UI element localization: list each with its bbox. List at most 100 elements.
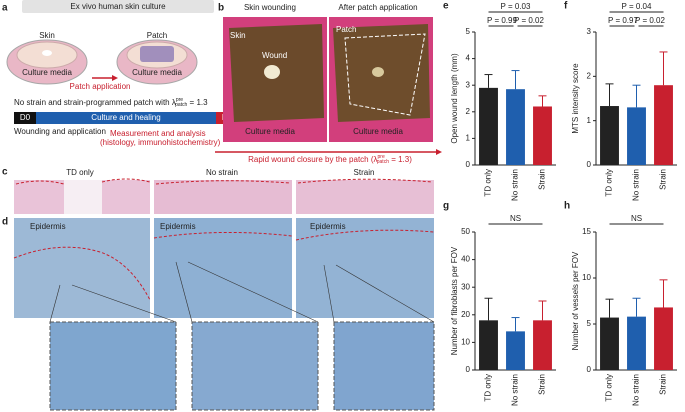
y-tick-label: 50: [461, 227, 470, 236]
y-tick-label: 40: [461, 255, 470, 264]
bar: [506, 89, 525, 165]
y-axis-title: MTS intensity score: [571, 63, 580, 134]
label: Culture media: [353, 127, 403, 136]
label: Epidermis: [310, 222, 346, 231]
y-tick-label: 1: [587, 116, 592, 125]
panel-a: a Ex vivo human skin culture Skin Cultur…: [2, 0, 246, 147]
y-axis-title: Number of vessels per FOV: [571, 251, 580, 350]
bar: [627, 316, 646, 370]
note: (histology, immunohistochemistry): [100, 138, 221, 147]
phase-label: Culture and healing: [91, 113, 160, 122]
wound: [372, 67, 384, 77]
x-tick-label: TD only: [605, 169, 614, 197]
wound-gap: [64, 180, 102, 214]
y-tick-label: 1: [466, 134, 471, 143]
stain-image: [154, 218, 292, 318]
x-tick-label: TD only: [605, 374, 614, 402]
panel-label: h: [564, 201, 570, 212]
zoom-lines: [49, 261, 435, 323]
step-label: Patch application: [70, 82, 131, 91]
bar: [654, 307, 673, 370]
phase-bar: [36, 112, 216, 124]
panel-label: b: [218, 3, 224, 14]
note: Measurement and analysis: [110, 129, 206, 138]
note: Wounding and application: [14, 127, 106, 136]
x-tick-label: Strain: [659, 374, 668, 395]
panel-label: a: [2, 3, 8, 14]
patch: [140, 46, 174, 62]
annotation: P = 0.03: [501, 2, 531, 11]
x-tick-label: No strain: [511, 169, 520, 201]
y-tick-label: 2: [587, 71, 592, 80]
label: Culture media: [22, 68, 72, 77]
image-title: Skin wounding: [244, 3, 296, 12]
annotation: NS: [631, 214, 642, 223]
bar: [533, 320, 552, 370]
image-title: Strain: [354, 168, 375, 177]
panel-title: Ex vivo human skin culture: [70, 2, 166, 11]
y-tick-label: 30: [461, 282, 470, 291]
y-axis-title: Number of fibroblasts per FOV: [450, 246, 459, 355]
y-tick-label: 2: [466, 107, 471, 116]
panel-label: e: [443, 1, 449, 12]
y-tick-label: 3: [587, 27, 592, 36]
bar: [600, 317, 619, 370]
label: Skin: [230, 31, 246, 40]
y-tick-label: 10: [461, 338, 470, 347]
y-tick-label: 15: [582, 227, 591, 236]
patch-outline: [344, 33, 426, 116]
stain-image: [14, 218, 150, 318]
image-title: TD only: [66, 168, 94, 177]
stain-image: [296, 218, 434, 318]
annotation: P = 0.02: [635, 16, 665, 25]
bar: [654, 85, 673, 165]
bar: [533, 106, 552, 165]
panel-label: f: [564, 1, 568, 12]
x-tick-label: TD only: [484, 169, 493, 197]
histology: [154, 180, 292, 214]
label: Skin: [39, 31, 55, 40]
panel-label: g: [443, 201, 449, 212]
bar: [600, 106, 619, 165]
annotation: P = 0.97: [608, 16, 638, 25]
x-tick-label: Strain: [659, 169, 668, 190]
panel-label: d: [2, 217, 8, 228]
y-tick-label: 0: [587, 160, 592, 169]
bar: [506, 331, 525, 370]
annotation: P = 0.02: [514, 16, 544, 25]
title-box: [22, 0, 214, 13]
zoom-inset: [191, 321, 319, 411]
x-tick-label: No strain: [632, 374, 641, 406]
x-tick-label: TD only: [484, 374, 493, 402]
zoom-inset: [49, 321, 177, 411]
bar: [479, 320, 498, 370]
panel-label: c: [2, 167, 8, 178]
y-tick-label: 0: [466, 160, 471, 169]
label: Culture media: [245, 127, 295, 136]
label: Culture media: [132, 68, 182, 77]
patch-text: No strain and strain-programmed patch wi…: [14, 97, 208, 108]
caption: Rapid wound closure by the patch (λpre pa…: [248, 154, 412, 165]
boundary: [13, 229, 435, 301]
y-tick-label: 4: [466, 54, 471, 63]
wound: [264, 65, 280, 79]
panel-b: b Skin wounding After patch application …: [215, 3, 442, 165]
wound: [42, 50, 52, 56]
annotation: NS: [510, 214, 521, 223]
y-tick-label: 5: [587, 319, 592, 328]
day-box: [14, 112, 36, 124]
x-tick-label: No strain: [632, 169, 641, 201]
y-tick-label: 10: [582, 273, 591, 282]
y-tick-label: 0: [587, 365, 592, 374]
y-tick-label: 5: [466, 27, 471, 36]
day-label: D0: [20, 113, 31, 122]
annotation: P = 0.99: [487, 16, 517, 25]
label: Patch: [147, 31, 167, 40]
arrowhead: [112, 75, 118, 81]
y-tick-label: 0: [466, 365, 471, 374]
label: Epidermis: [30, 222, 66, 231]
label: Patch: [336, 25, 356, 34]
image-title: After patch application: [338, 3, 417, 12]
x-tick-label: Strain: [538, 374, 547, 395]
